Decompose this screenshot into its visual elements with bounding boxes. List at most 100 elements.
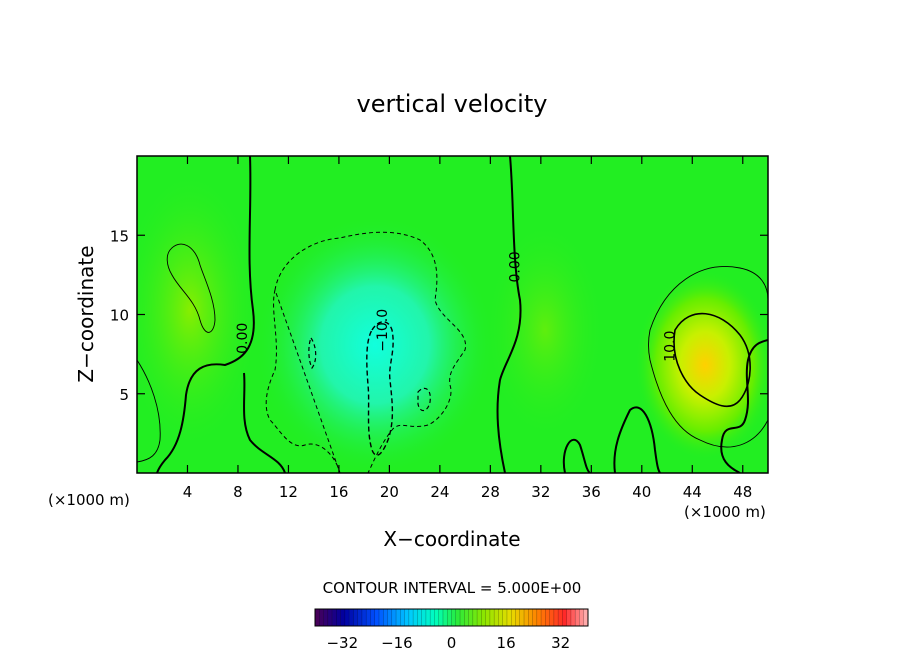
contour-zero-left-b bbox=[243, 372, 286, 473]
contour-label: −10.0 bbox=[375, 309, 391, 352]
y-tick-label: 10 bbox=[110, 307, 129, 325]
contour-five-left-edge bbox=[137, 359, 161, 463]
colorbar-cell bbox=[438, 609, 444, 626]
colorbar-cell bbox=[583, 609, 589, 626]
colorbar-cell bbox=[494, 609, 499, 626]
contour-minus-ten-b bbox=[308, 336, 317, 370]
contour-zero-lower-b bbox=[613, 406, 661, 473]
colorbar-cell bbox=[404, 609, 410, 626]
colorbar-cell bbox=[327, 609, 333, 626]
colorbar-cell bbox=[477, 609, 482, 626]
x-tick-label: 24 bbox=[430, 483, 449, 501]
contour-zero-right bbox=[720, 339, 768, 473]
x-tick-label: 44 bbox=[683, 483, 702, 501]
x-tick-label: 48 bbox=[733, 483, 752, 501]
colorbar-cell bbox=[400, 609, 405, 626]
colorbar-cell bbox=[566, 609, 572, 626]
y-tick-label: 15 bbox=[110, 227, 129, 245]
colorbar-cell bbox=[315, 609, 320, 626]
plot-area: 0.00 0.00 −10.0 10.0 bbox=[136, 155, 769, 474]
colorbar-cell bbox=[319, 609, 324, 626]
y-axis: 5 10 15 bbox=[110, 227, 768, 404]
contour-five-right bbox=[648, 266, 768, 448]
colorbar-cell bbox=[451, 609, 457, 626]
colorbar-cell bbox=[421, 609, 427, 626]
colorbar-cell bbox=[349, 609, 354, 626]
colorbar-cell bbox=[340, 609, 346, 626]
colorbar-cell bbox=[545, 609, 550, 626]
colorbar-frame bbox=[314, 608, 589, 627]
colorbar-cell bbox=[357, 609, 363, 626]
x-tick-label: 12 bbox=[279, 483, 298, 501]
colorbar-cell bbox=[481, 609, 486, 626]
contour-minus-ten-c bbox=[417, 387, 431, 412]
colorbar-cell bbox=[524, 609, 529, 626]
colorbar-ticks: −32 −16 0 16 32 bbox=[326, 634, 570, 652]
positive-region-right bbox=[635, 270, 768, 460]
colorbar-tick-label: 32 bbox=[551, 634, 570, 652]
colorbar-cell bbox=[506, 609, 512, 626]
chart-title: vertical velocity bbox=[357, 90, 548, 118]
contour-labels: 0.00 0.00 −10.0 10.0 bbox=[235, 251, 679, 361]
x-tick-label: 4 bbox=[183, 483, 193, 501]
x-tick-label: 8 bbox=[233, 483, 243, 501]
colorbar-cell bbox=[579, 609, 585, 626]
colorbar-cell bbox=[468, 609, 474, 626]
x-tick-label: 40 bbox=[632, 483, 651, 501]
contour-minus-ten bbox=[366, 321, 394, 456]
y-axis-label: Z−coordinate bbox=[74, 245, 98, 382]
contour-zero-left bbox=[156, 156, 255, 473]
colorbar-cell bbox=[489, 609, 495, 626]
negative-region bbox=[255, 215, 495, 473]
contour-label: 0.00 bbox=[235, 323, 251, 354]
colorbar-cell bbox=[455, 609, 461, 626]
colorbar-cell bbox=[502, 609, 508, 626]
colorbar-cell bbox=[498, 609, 503, 626]
y-tick-label: 5 bbox=[119, 386, 129, 404]
contour-minus-five bbox=[265, 231, 466, 473]
colorbar-cell bbox=[519, 609, 525, 626]
colorbar-cell bbox=[553, 609, 559, 626]
colorbar-cell bbox=[383, 609, 388, 626]
colorbar-cell bbox=[387, 609, 393, 626]
contour-lines bbox=[137, 156, 768, 473]
contour-label: 0.00 bbox=[507, 251, 523, 282]
colorbar-cell bbox=[536, 609, 542, 626]
colorbar-cell bbox=[532, 609, 538, 626]
colorbar-cell bbox=[575, 609, 580, 626]
colorbar-cell bbox=[425, 609, 431, 626]
colorbar-cell bbox=[511, 609, 516, 626]
colorbar-cell bbox=[378, 609, 384, 626]
x-tick-label: 16 bbox=[329, 483, 348, 501]
colorbar-cell bbox=[570, 609, 576, 626]
colorbar-cell bbox=[460, 609, 465, 626]
x-axis-label: X−coordinate bbox=[383, 527, 520, 551]
colorbar-cell bbox=[391, 609, 397, 626]
colorbar-tick-label: −16 bbox=[381, 634, 413, 652]
positive-region-left bbox=[137, 170, 260, 450]
x-tick-label: 36 bbox=[582, 483, 601, 501]
colorbar-cell bbox=[464, 609, 469, 626]
contour-interval-text: CONTOUR INTERVAL = 5.000E+00 bbox=[323, 579, 582, 597]
colorbar bbox=[314, 608, 589, 627]
colorbar-cell bbox=[434, 609, 440, 626]
colorbar-cell bbox=[515, 609, 521, 626]
contour-label: 10.0 bbox=[663, 331, 679, 362]
x-tick-label: 32 bbox=[531, 483, 550, 501]
colorbar-cell bbox=[447, 609, 452, 626]
colorbar-cell bbox=[396, 609, 401, 626]
contour-ten bbox=[673, 312, 751, 408]
colorbar-cell bbox=[417, 609, 422, 626]
x-unit-right: (×1000 m) bbox=[684, 503, 766, 521]
contour-five-left bbox=[166, 243, 216, 333]
x-tick-label: 20 bbox=[380, 483, 399, 501]
colorbar-tick-label: 0 bbox=[447, 634, 457, 652]
contour-zero-mid bbox=[496, 156, 522, 473]
colorbar-cell bbox=[413, 609, 418, 626]
colorbar-cell bbox=[541, 609, 546, 626]
x-unit-left: (×1000 m) bbox=[48, 491, 130, 509]
colorbar-cell bbox=[558, 609, 563, 626]
colorbar-tick-label: −32 bbox=[326, 634, 358, 652]
colorbar-cell bbox=[408, 609, 414, 626]
